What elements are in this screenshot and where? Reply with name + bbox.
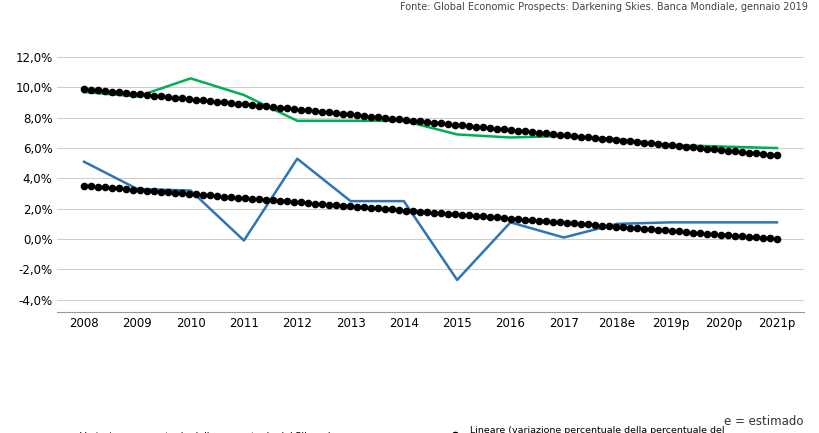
Text: Fonte: Global Economic Prospects: Darkening Skies. Banca Mondiale, gennaio 2019: Fonte: Global Economic Prospects: Darken… (400, 2, 807, 12)
Legend: Variazione percentuale della percentuale del PIL reale, Variazione percentuale d: Variazione percentuale della percentuale… (55, 426, 819, 433)
Text: e = estimado
p = proyección: e = estimado p = proyección (713, 415, 803, 433)
